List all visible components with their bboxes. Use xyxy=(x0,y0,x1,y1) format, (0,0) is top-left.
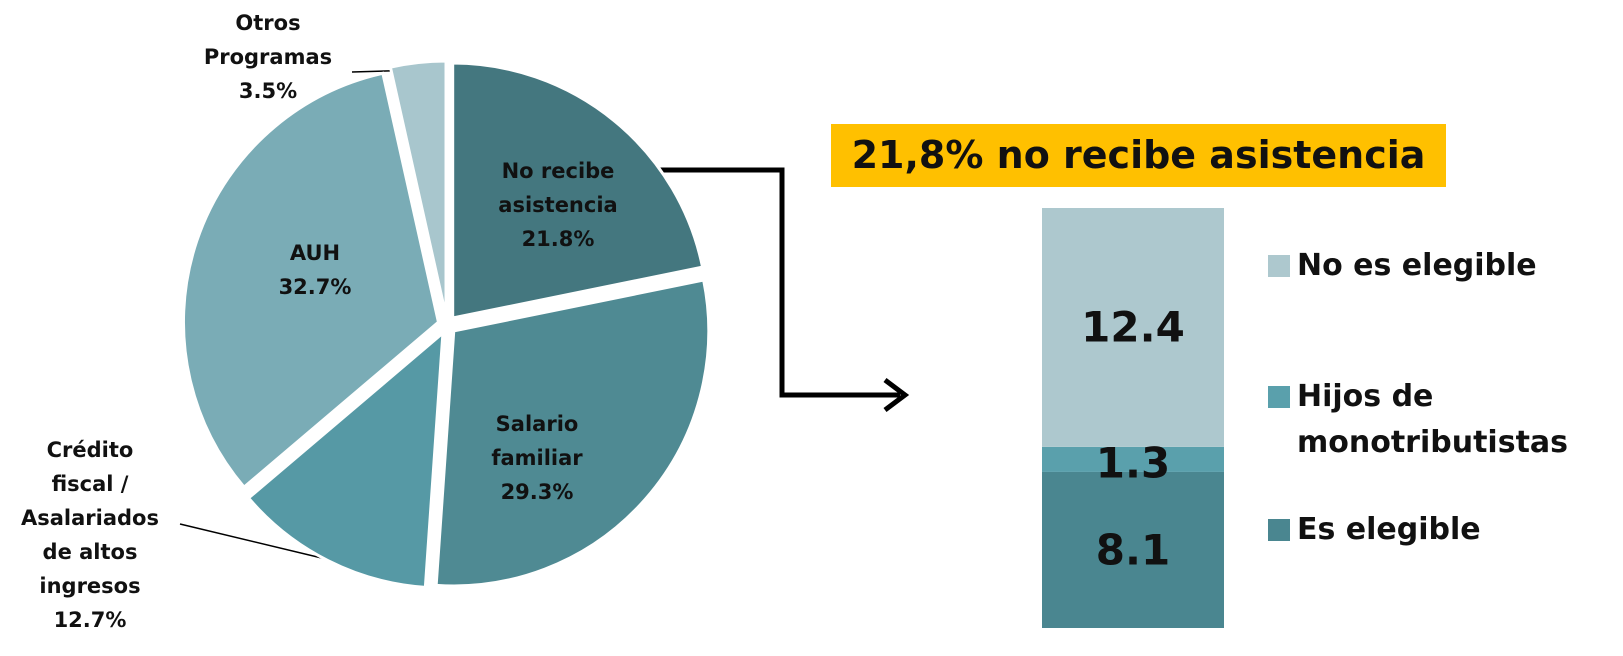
category-label: Crédito fiscal / Asalariados de altos in… xyxy=(21,438,159,598)
legend-label: Es elegible xyxy=(1297,512,1481,547)
bar-segment xyxy=(1042,208,1224,447)
connector-arrow xyxy=(650,167,900,398)
slice-label: Salario familiar 29.3% xyxy=(477,407,597,509)
bar-segment xyxy=(1042,471,1224,628)
legend-label: No es elegible xyxy=(1297,248,1537,283)
leader-line xyxy=(179,523,331,561)
category-label: No recibe asistencia xyxy=(498,159,618,217)
category-label: AUH xyxy=(289,241,341,265)
legend-swatch xyxy=(1268,386,1290,408)
connectors xyxy=(179,69,910,561)
bar-value-label: 8.1 xyxy=(1095,525,1171,575)
legend-swatch xyxy=(1268,255,1290,277)
bar-title: 21,8% no recibe asistencia xyxy=(831,124,1446,187)
slice-label: AUH 32.7% xyxy=(255,236,375,304)
category-label: Otros Programas xyxy=(203,11,333,69)
value-label: 32.7% xyxy=(278,275,352,299)
pie-slice xyxy=(388,59,448,317)
value-label: 3.5% xyxy=(238,79,298,103)
slice-label: Crédito fiscal / Asalariados de altos in… xyxy=(18,433,163,637)
pie-slice xyxy=(451,61,705,320)
slice-label: Otros Programas 3.5% xyxy=(198,6,338,108)
bar-value-label: 12.4 xyxy=(1081,302,1185,352)
bar-segment xyxy=(1042,446,1224,472)
pie-slice xyxy=(246,329,445,590)
arrow-head xyxy=(883,378,910,412)
bar-value-label: 1.3 xyxy=(1095,438,1171,488)
pie-slice xyxy=(434,278,711,588)
legend-label: Hijos de monotributistas xyxy=(1297,379,1569,460)
slice-label: No recibe asistencia 21.8% xyxy=(483,154,633,256)
legend-swatch xyxy=(1268,519,1290,541)
value-label: 12.7% xyxy=(53,608,127,632)
category-label: Salario familiar xyxy=(491,412,583,470)
value-label: 21.8% xyxy=(521,227,595,251)
value-label: 29.3% xyxy=(500,480,574,504)
pie-slice xyxy=(181,71,441,490)
